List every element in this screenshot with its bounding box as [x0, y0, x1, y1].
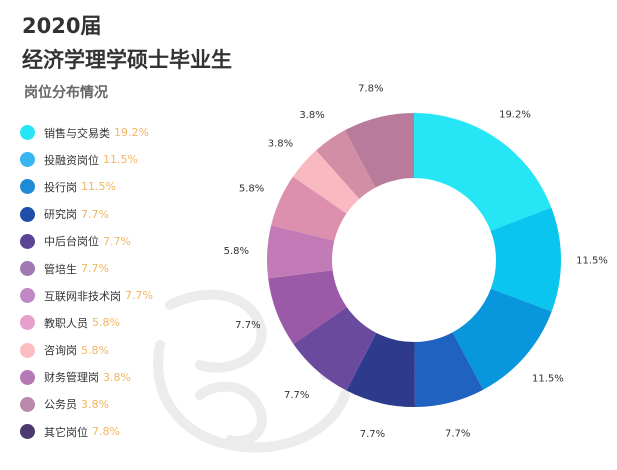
- slice-value-label: 7.7%: [360, 429, 385, 440]
- legend-item: 财务管理岗 3.8%: [20, 364, 153, 391]
- legend-value: 5.8%: [92, 316, 120, 330]
- slice-value-label: 7.8%: [358, 83, 383, 94]
- slice-value-label: 7.7%: [284, 390, 309, 401]
- legend-marker-icon: [20, 342, 35, 358]
- slice-value-label: 19.2%: [499, 109, 531, 120]
- legend-marker-icon: [20, 179, 35, 195]
- donut-slice: [344, 113, 414, 188]
- legend-value: 7.7%: [125, 289, 153, 303]
- donut-slice: [414, 332, 484, 407]
- legend-item: 互联网非技术岗 7.7%: [20, 282, 153, 309]
- legend-label: 咨询岗: [44, 344, 77, 358]
- legend-item: 咨询岗 5.8%: [20, 337, 153, 364]
- legend-marker-icon: [20, 152, 35, 168]
- legend-item: 投行岗 11.5%: [20, 173, 153, 200]
- legend-value: 7.7%: [103, 234, 131, 248]
- legend-label: 教职人员: [44, 316, 88, 330]
- legend-value: 3.8%: [103, 370, 131, 384]
- legend-marker-icon: [20, 206, 35, 222]
- legend-marker-icon: [20, 424, 35, 440]
- donut-slice: [346, 332, 415, 407]
- slice-value-label: 7.7%: [445, 429, 470, 440]
- legend-label: 其它岗位: [44, 425, 88, 439]
- slice-value-label: 7.7%: [235, 320, 260, 331]
- legend-value: 11.5%: [103, 153, 138, 167]
- legend-item: 其它岗位 7.8%: [20, 418, 153, 445]
- legend-value: 19.2%: [114, 126, 149, 140]
- legend-item: 投融资岗位 11.5%: [20, 146, 153, 173]
- legend-value: 7.7%: [81, 207, 109, 221]
- donut-slice: [267, 225, 335, 279]
- legend-label: 投行岗: [44, 180, 77, 194]
- donut-slice: [490, 207, 561, 312]
- legend-marker-icon: [20, 369, 35, 385]
- legend-label: 中后台岗位: [44, 235, 99, 249]
- slice-value-label: 11.5%: [576, 255, 608, 266]
- legend-marker-icon: [20, 261, 35, 277]
- slice-value-label: 5.8%: [224, 246, 249, 257]
- legend-value: 11.5%: [81, 180, 116, 194]
- donut-slice: [414, 113, 552, 231]
- chart-title: 经济学理学硕士毕业生: [22, 48, 232, 72]
- donut-slice: [268, 270, 347, 345]
- legend-item: 销售与交易类 19.2%: [20, 119, 153, 146]
- legend-item: 研究岗 7.7%: [20, 201, 153, 228]
- donut-slice: [293, 306, 377, 391]
- legend-label: 互联网非技术岗: [44, 289, 121, 303]
- slice-value-label: 11.5%: [532, 373, 564, 384]
- donut-slice: [292, 150, 360, 214]
- legend-item: 管培生 7.7%: [20, 255, 153, 282]
- legend-value: 3.8%: [81, 397, 109, 411]
- legend: 销售与交易类 19.2% 投融资岗位 11.5% 投行岗 11.5% 研究岗 7.7% 中后台岗…: [20, 119, 153, 445]
- legend-marker-icon: [20, 396, 35, 412]
- legend-marker-icon: [20, 233, 35, 249]
- legend-item: 中后台岗位 7.7%: [20, 228, 153, 255]
- legend-label: 公务员: [44, 398, 77, 412]
- legend-label: 研究岗: [44, 208, 77, 222]
- legend-item: 公务员 3.8%: [20, 391, 153, 418]
- legend-marker-icon: [20, 315, 35, 331]
- slice-value-label: 5.8%: [239, 183, 264, 194]
- legend-value: 5.8%: [81, 343, 109, 357]
- slice-value-label: 3.8%: [268, 138, 293, 149]
- legend-marker-icon: [20, 125, 35, 141]
- chart-year-title: 2020届: [22, 14, 102, 38]
- legend-value: 7.7%: [81, 262, 109, 276]
- legend-value: 7.8%: [92, 425, 120, 439]
- legend-label: 销售与交易类: [44, 126, 110, 140]
- legend-label: 管培生: [44, 262, 77, 276]
- legend-marker-icon: [20, 288, 35, 304]
- legend-item: 教职人员 5.8%: [20, 309, 153, 336]
- donut-slice: [316, 130, 376, 199]
- donut-slice: [452, 288, 552, 390]
- slice-value-label: 3.8%: [299, 110, 324, 121]
- donut-slice: [271, 176, 347, 241]
- legend-label: 财务管理岗: [44, 371, 99, 385]
- legend-label: 投融资岗位: [44, 153, 99, 167]
- chart-subtitle: 岗位分布情况: [24, 85, 108, 101]
